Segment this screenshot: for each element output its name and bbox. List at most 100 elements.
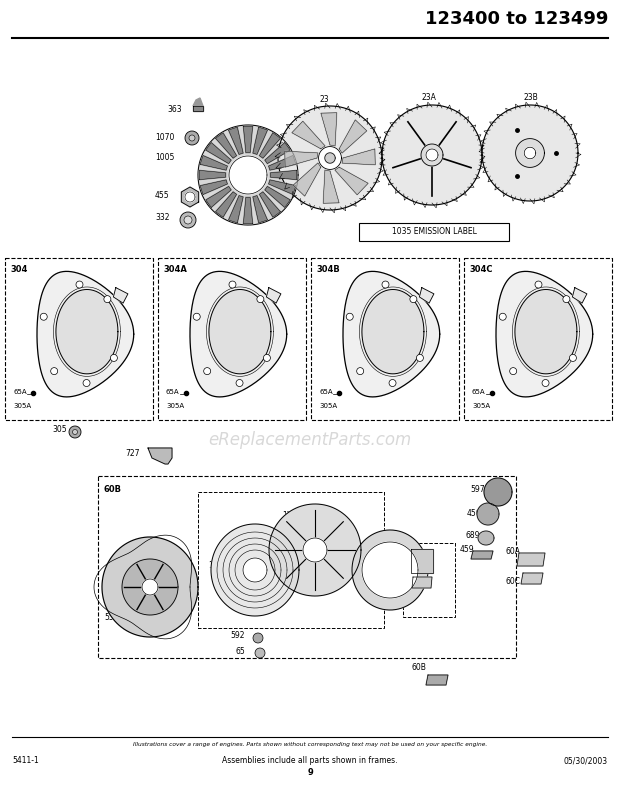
Polygon shape — [268, 156, 296, 170]
Text: Assemblies include all parts shown in frames.: Assemblies include all parts shown in fr… — [222, 756, 398, 765]
Text: 305A: 305A — [472, 403, 490, 409]
Polygon shape — [253, 196, 267, 223]
Circle shape — [51, 367, 58, 375]
Polygon shape — [243, 558, 267, 582]
Polygon shape — [181, 187, 198, 207]
Polygon shape — [496, 271, 593, 397]
Circle shape — [180, 212, 196, 228]
Circle shape — [257, 296, 264, 302]
Polygon shape — [426, 675, 448, 685]
Text: 1005: 1005 — [155, 153, 174, 163]
Polygon shape — [206, 143, 231, 164]
Polygon shape — [362, 542, 418, 598]
Text: 1211: 1211 — [208, 561, 227, 570]
Circle shape — [229, 281, 236, 288]
Text: 5411-1: 5411-1 — [12, 756, 38, 765]
Text: 23A: 23A — [422, 94, 437, 103]
Polygon shape — [572, 288, 587, 303]
Circle shape — [40, 314, 47, 320]
Polygon shape — [525, 148, 536, 159]
Polygon shape — [412, 577, 432, 588]
Text: 592: 592 — [230, 631, 244, 641]
Polygon shape — [148, 448, 172, 464]
Text: 304: 304 — [10, 265, 27, 274]
Circle shape — [346, 314, 353, 320]
Bar — [198, 492, 384, 628]
FancyBboxPatch shape — [359, 223, 509, 241]
Polygon shape — [206, 186, 231, 208]
Polygon shape — [229, 156, 267, 194]
Polygon shape — [190, 271, 286, 397]
Polygon shape — [477, 503, 499, 525]
Text: 455: 455 — [155, 191, 170, 200]
Polygon shape — [303, 538, 327, 562]
Polygon shape — [216, 192, 237, 217]
Circle shape — [542, 379, 549, 387]
Polygon shape — [253, 128, 267, 154]
Circle shape — [76, 281, 83, 288]
Text: 60B: 60B — [412, 663, 427, 673]
Circle shape — [535, 281, 542, 288]
Polygon shape — [102, 537, 198, 637]
Polygon shape — [293, 163, 321, 196]
Text: 23B: 23B — [523, 92, 538, 102]
Polygon shape — [285, 151, 318, 167]
Circle shape — [410, 296, 417, 302]
Text: 305: 305 — [52, 426, 66, 435]
Circle shape — [569, 354, 577, 362]
Text: eReplacementParts.com: eReplacementParts.com — [208, 431, 412, 449]
Text: 305A: 305A — [166, 403, 184, 409]
Bar — [98, 476, 516, 658]
Text: 65: 65 — [236, 647, 246, 657]
Text: 304A: 304A — [163, 265, 187, 274]
Polygon shape — [200, 156, 228, 170]
Text: 23: 23 — [319, 95, 329, 104]
Polygon shape — [193, 98, 203, 106]
Polygon shape — [516, 139, 544, 168]
Polygon shape — [325, 153, 335, 163]
Bar — [464, 258, 612, 420]
Polygon shape — [198, 125, 298, 225]
Circle shape — [110, 354, 117, 362]
Circle shape — [193, 314, 200, 320]
Polygon shape — [211, 524, 299, 616]
Circle shape — [69, 426, 81, 438]
Text: 689: 689 — [465, 530, 479, 540]
Bar — [311, 258, 459, 420]
Text: 1210: 1210 — [282, 511, 301, 520]
Circle shape — [73, 430, 78, 435]
Text: 60: 60 — [400, 541, 410, 550]
Circle shape — [389, 379, 396, 387]
Circle shape — [255, 648, 265, 658]
Bar — [5, 258, 153, 420]
Polygon shape — [265, 186, 290, 208]
Polygon shape — [352, 530, 428, 610]
Text: 65A: 65A — [319, 389, 332, 395]
Polygon shape — [421, 144, 443, 166]
Polygon shape — [482, 105, 578, 201]
Circle shape — [356, 367, 364, 375]
Polygon shape — [339, 119, 367, 153]
Polygon shape — [517, 553, 545, 566]
Text: 363: 363 — [167, 106, 182, 115]
Polygon shape — [515, 290, 577, 374]
Text: 1035 EMISSION LABEL: 1035 EMISSION LABEL — [392, 228, 476, 237]
Polygon shape — [229, 128, 243, 154]
Polygon shape — [319, 147, 342, 169]
Text: 305A: 305A — [319, 403, 337, 409]
Polygon shape — [200, 180, 228, 194]
Circle shape — [499, 314, 507, 320]
Text: 60C: 60C — [505, 577, 520, 586]
Text: 55: 55 — [104, 614, 113, 622]
Polygon shape — [521, 573, 543, 584]
Circle shape — [185, 131, 199, 145]
Bar — [403, 543, 455, 617]
Text: 304B: 304B — [316, 265, 340, 274]
Text: 59: 59 — [400, 580, 410, 589]
Polygon shape — [411, 549, 433, 573]
Polygon shape — [267, 288, 281, 303]
Circle shape — [189, 135, 195, 141]
Polygon shape — [292, 121, 325, 149]
Polygon shape — [478, 531, 494, 545]
Circle shape — [417, 354, 423, 362]
